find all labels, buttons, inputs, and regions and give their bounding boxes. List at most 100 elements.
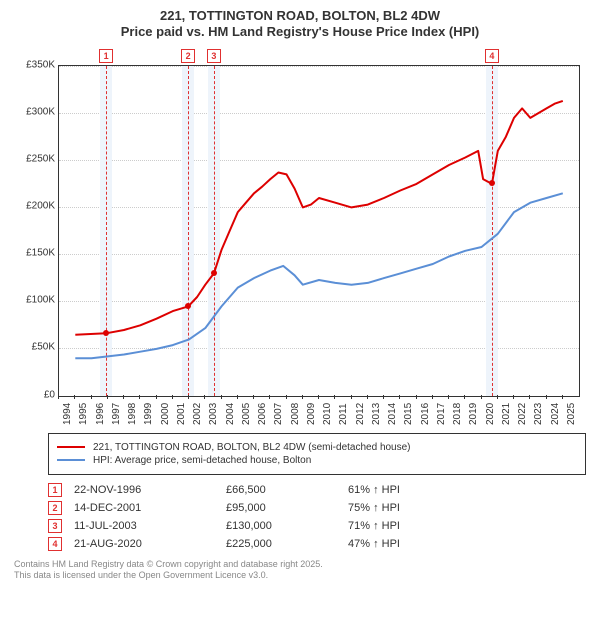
table-row: 214-DEC-2001£95,00075% ↑ HPI [48,501,586,515]
x-tick [172,395,173,399]
y-axis-label: £300K [26,106,58,117]
x-axis-label: 2011 [338,403,349,425]
legend-label: HPI: Average price, semi-detached house,… [93,455,311,466]
x-tick [91,395,92,399]
x-tick [432,395,433,399]
cell-price: £130,000 [226,520,336,532]
chart-area: £0£50K£100K£150K£200K£250K£300K£350K1994… [14,47,586,427]
x-tick [399,395,400,399]
x-axis-label: 2024 [550,402,561,424]
x-tick [318,395,319,399]
x-tick [253,395,254,399]
table-row: 421-AUG-2020£225,00047% ↑ HPI [48,537,586,551]
credit-line: This data is licensed under the Open Gov… [14,570,586,582]
x-tick [107,395,108,399]
x-tick [464,395,465,399]
x-axis-label: 1999 [143,402,154,424]
y-axis-label: £0 [44,389,58,400]
x-tick [351,395,352,399]
x-axis-label: 2002 [192,402,203,424]
marker-badge: 4 [485,49,499,63]
x-axis-label: 2023 [533,402,544,424]
x-tick [269,395,270,399]
y-axis-label: £150K [26,248,58,259]
x-tick [221,395,222,399]
cell-date: 22-NOV-1996 [74,484,214,496]
x-tick [562,395,563,399]
x-axis-label: 2003 [208,402,219,424]
x-axis-label: 2004 [225,402,236,424]
cell-price: £66,500 [226,484,336,496]
x-tick [123,395,124,399]
x-axis-label: 2014 [387,402,398,424]
x-axis-label: 2010 [322,402,333,424]
plot [58,65,580,397]
x-tick [448,395,449,399]
x-tick [58,395,59,399]
x-axis-label: 1995 [78,402,89,424]
legend-item: HPI: Average price, semi-detached house,… [57,455,577,466]
sale-point [103,330,109,336]
x-axis-label: 1996 [95,402,106,424]
cell-date: 14-DEC-2001 [74,502,214,514]
x-axis-label: 1994 [62,402,73,424]
x-axis-label: 2007 [273,402,284,424]
x-axis-label: 2020 [485,402,496,424]
x-tick [334,395,335,399]
x-axis-label: 2021 [501,402,512,424]
x-tick [74,395,75,399]
cell-hpi: 75% ↑ HPI [348,502,586,514]
x-tick [529,395,530,399]
x-axis-label: 2001 [176,402,187,424]
y-axis-label: £50K [32,342,58,353]
legend-swatch [57,459,85,461]
x-axis-label: 2013 [371,402,382,424]
x-tick [497,395,498,399]
legend: 221, TOTTINGTON ROAD, BOLTON, BL2 4DW (s… [48,433,586,475]
x-axis-label: 2009 [306,402,317,424]
x-axis-label: 2008 [290,402,301,424]
x-tick [188,395,189,399]
sale-point [489,180,495,186]
cell-price: £225,000 [226,538,336,550]
x-axis-label: 2022 [517,402,528,424]
x-tick [139,395,140,399]
cell-hpi: 47% ↑ HPI [348,538,586,550]
x-tick [367,395,368,399]
table-row: 311-JUL-2003£130,00071% ↑ HPI [48,519,586,533]
x-axis-label: 2018 [452,402,463,424]
x-tick [416,395,417,399]
x-tick [204,395,205,399]
x-tick [481,395,482,399]
cell-hpi: 61% ↑ HPI [348,484,586,496]
credit-line: Contains HM Land Registry data © Crown c… [14,559,586,571]
x-axis-label: 2012 [355,402,366,424]
x-tick [513,395,514,399]
x-axis-label: 2017 [436,402,447,424]
sales-table: 1 22-NOV-1996 £66,500 61% ↑ HPI 2 14-DEC-2001… [48,483,586,551]
row-badge: 3 [48,519,62,533]
cell-date: 11-JUL-2003 [74,520,214,532]
x-tick [156,395,157,399]
legend-label: 221, TOTTINGTON ROAD, BOLTON, BL2 4DW (s… [93,442,411,453]
series-svg [59,66,579,396]
row-badge: 1 [48,483,62,497]
x-axis-label: 2015 [403,402,414,424]
marker-badge: 1 [99,49,113,63]
table-row: 1 22-NOV-1996 £66,500 61% ↑ HPI [48,483,586,497]
x-axis-label: 1998 [127,402,138,424]
y-axis-label: £200K [26,200,58,211]
x-axis-label: 2005 [241,402,252,424]
x-axis-label: 2006 [257,402,268,424]
cell-date: 21-AUG-2020 [74,538,214,550]
y-axis-label: £100K [26,295,58,306]
row-badge: 2 [48,501,62,515]
x-axis-label: 1997 [111,402,122,424]
legend-swatch [57,446,85,448]
page-title: 221, TOTTINGTON ROAD, BOLTON, BL2 4DW Pr… [0,0,600,41]
x-tick [383,395,384,399]
sale-point [185,303,191,309]
y-axis-label: £250K [26,153,58,164]
marker-badge: 2 [181,49,195,63]
legend-item: 221, TOTTINGTON ROAD, BOLTON, BL2 4DW (s… [57,442,577,453]
